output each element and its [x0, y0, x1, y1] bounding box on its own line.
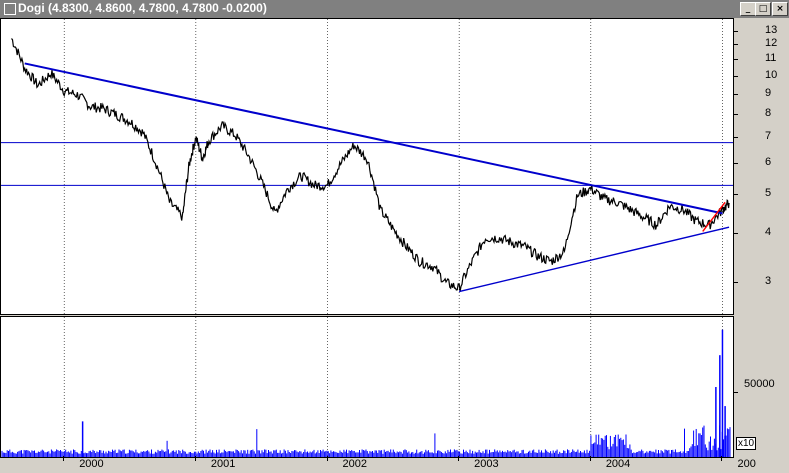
- price-tick-mark: [733, 113, 738, 115]
- x-tick-mark: [194, 456, 196, 461]
- price-series-line: [11, 38, 730, 292]
- maximize-button[interactable]: □: [755, 2, 771, 16]
- volume-multiplier-label: x10: [736, 437, 757, 450]
- x-tick-mark: [589, 456, 591, 461]
- price-tick-mark: [733, 30, 738, 32]
- price-tick-mark: [733, 93, 738, 95]
- price-tick-label: 5: [765, 187, 772, 200]
- x-tick-label: 2000: [79, 458, 104, 470]
- price-tick-label: 4: [765, 225, 772, 238]
- close-button[interactable]: ×: [772, 2, 788, 16]
- price-tick-label: 10: [765, 68, 778, 81]
- x-tick-label: 2003: [474, 458, 499, 470]
- window-title: Dogi (4.8300, 4.8600, 4.7800, 4.7800 -0.…: [18, 1, 267, 15]
- price-tick-mark: [733, 232, 738, 234]
- x-tick-mark: [326, 456, 328, 461]
- price-tick-mark: [733, 44, 738, 46]
- price-chart: [1, 19, 733, 314]
- price-tick-mark: [733, 75, 738, 77]
- price-tick-label: 13: [765, 23, 778, 36]
- x-tick-mark: [721, 456, 723, 461]
- trendline-resistance: [24, 62, 723, 215]
- price-tick-label: 8: [765, 106, 772, 119]
- x-tick-label: 2001: [210, 458, 236, 470]
- x-tick-mark: [63, 456, 65, 461]
- minimize-button[interactable]: _: [740, 2, 756, 16]
- price-tick-mark: [733, 163, 738, 165]
- title-bar[interactable]: Dogi (4.8300, 4.8600, 4.7800, 4.7800 -0.…: [0, 0, 789, 18]
- price-tick-label: 6: [765, 156, 772, 169]
- price-tick-mark: [733, 281, 738, 283]
- price-tick-label: 9: [765, 86, 772, 99]
- x-tick-label: 2004: [605, 458, 631, 470]
- volume-chart-panel[interactable]: [0, 316, 734, 458]
- price-tick-label: 12: [765, 37, 778, 50]
- trendline-recent: [702, 201, 726, 232]
- volume-tick-label: 50000: [744, 378, 775, 390]
- price-tick-mark: [733, 194, 738, 196]
- volume-chart: [1, 317, 731, 457]
- x-tick-label: 200: [737, 458, 756, 470]
- price-tick-label: 11: [765, 52, 777, 65]
- price-tick-mark: [733, 136, 738, 138]
- trendline-support: [458, 226, 730, 293]
- price-tick-mark: [733, 59, 738, 61]
- x-tick-label: 2002: [342, 458, 367, 470]
- price-chart-panel[interactable]: [0, 18, 734, 315]
- price-tick-label: 7: [765, 129, 772, 142]
- x-tick-mark: [458, 456, 460, 461]
- price-tick-label: 3: [765, 274, 772, 287]
- window-icon[interactable]: [4, 3, 16, 15]
- volume-tick-mark: [733, 392, 738, 394]
